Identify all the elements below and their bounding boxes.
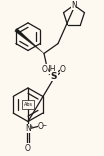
Text: S: S bbox=[51, 72, 57, 81]
Polygon shape bbox=[15, 28, 44, 54]
Text: N: N bbox=[25, 124, 31, 133]
Text: Abs: Abs bbox=[24, 102, 32, 107]
Text: −: − bbox=[41, 122, 47, 127]
Text: O: O bbox=[42, 65, 48, 74]
Text: N: N bbox=[71, 1, 77, 10]
Text: O: O bbox=[38, 122, 44, 131]
Text: O: O bbox=[60, 65, 66, 74]
Text: NH: NH bbox=[44, 65, 56, 74]
Text: +: + bbox=[28, 124, 33, 129]
Text: O: O bbox=[25, 144, 31, 153]
